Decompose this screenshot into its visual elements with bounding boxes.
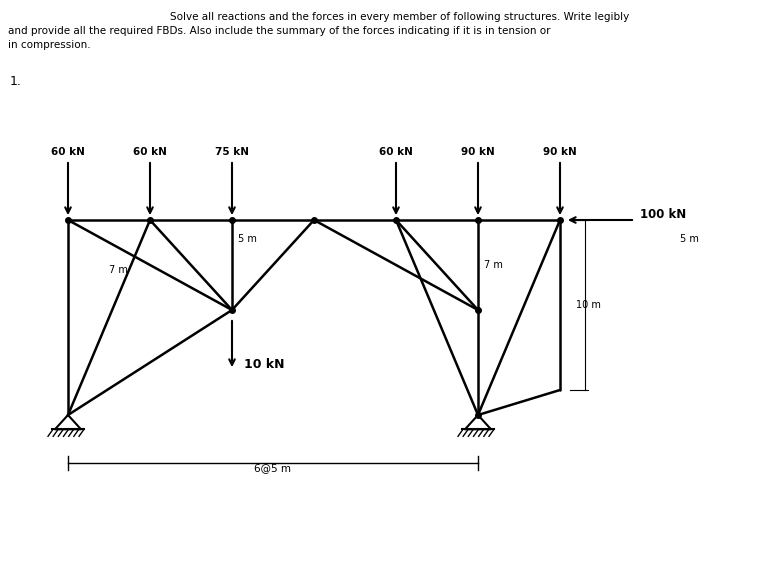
Text: 1.: 1.: [10, 75, 22, 88]
Text: 90 kN: 90 kN: [461, 147, 495, 157]
Text: 5 m: 5 m: [680, 234, 699, 244]
Text: and provide all the required FBDs. Also include the summary of the forces indica: and provide all the required FBDs. Also …: [8, 26, 550, 36]
Text: in compression.: in compression.: [8, 40, 91, 50]
Text: 10 kN: 10 kN: [244, 358, 285, 371]
Text: 60 kN: 60 kN: [379, 147, 413, 157]
Text: 7 m: 7 m: [484, 260, 503, 270]
Text: 7 m: 7 m: [109, 265, 128, 275]
Text: 5 m: 5 m: [238, 234, 257, 244]
Text: 75 kN: 75 kN: [215, 147, 249, 157]
Text: 6@5 m: 6@5 m: [255, 463, 292, 473]
Text: Solve all reactions and the forces in every member of following structures. Writ: Solve all reactions and the forces in ev…: [170, 12, 630, 22]
Text: 100 kN: 100 kN: [640, 208, 686, 221]
Text: 90 kN: 90 kN: [543, 147, 577, 157]
Text: 60 kN: 60 kN: [51, 147, 85, 157]
Text: 60 kN: 60 kN: [133, 147, 167, 157]
Text: 10 m: 10 m: [576, 300, 601, 310]
